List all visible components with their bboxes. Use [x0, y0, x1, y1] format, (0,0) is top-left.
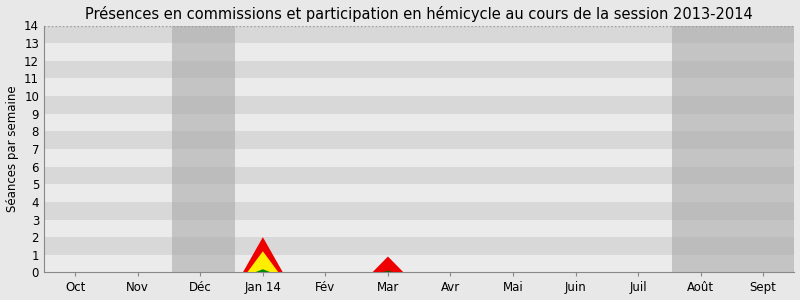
Bar [673, 26, 735, 272]
Bar [44, 78, 794, 96]
Bar [44, 149, 794, 166]
Bar [44, 202, 794, 220]
Bar [44, 96, 794, 114]
Y-axis label: Séances par semaine: Séances par semaine [6, 85, 18, 212]
Polygon shape [372, 256, 403, 272]
Bar [172, 26, 234, 272]
Polygon shape [243, 237, 283, 272]
Polygon shape [254, 269, 271, 272]
Polygon shape [247, 251, 278, 272]
Bar [44, 220, 794, 237]
Bar [44, 43, 794, 61]
Bar [44, 255, 794, 272]
Bar [44, 131, 794, 149]
Bar [44, 184, 794, 202]
Title: Présences en commissions et participation en hémicycle au cours de la session 20: Présences en commissions et participatio… [86, 6, 753, 22]
Bar [44, 61, 794, 78]
Bar [44, 167, 794, 184]
Bar [44, 26, 794, 43]
Bar [44, 237, 794, 255]
Bar [44, 114, 794, 131]
Bar [735, 26, 798, 272]
Polygon shape [382, 271, 394, 272]
